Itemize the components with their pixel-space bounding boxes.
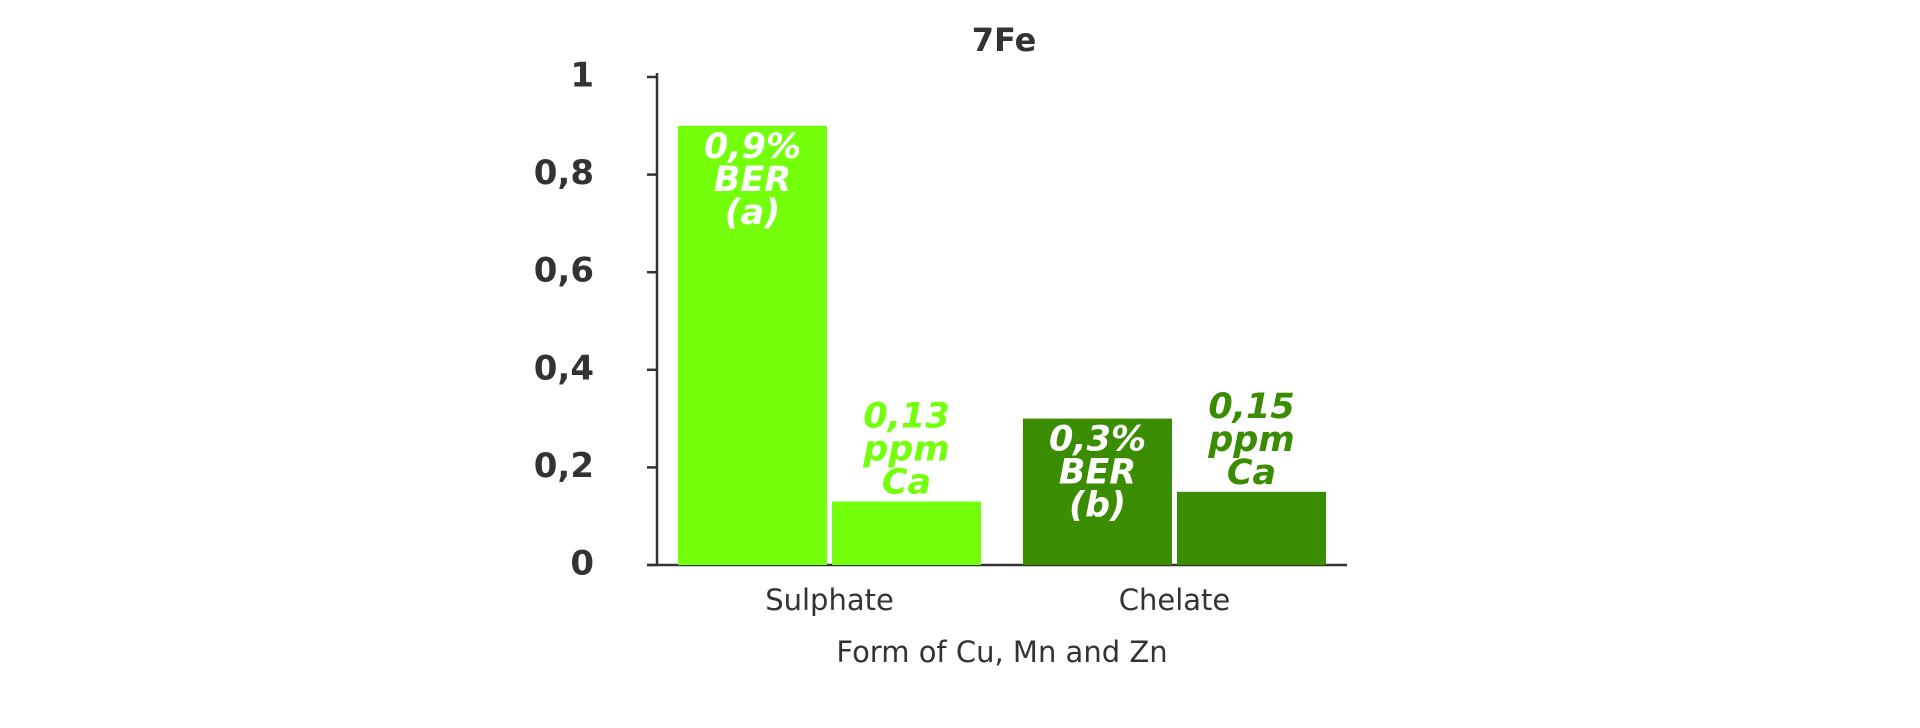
x-tick-label: Chelate (1119, 583, 1231, 617)
value-label: 0,3% BER (b) (1049, 420, 1146, 526)
bar (1023, 418, 1172, 565)
bar (1177, 491, 1326, 565)
chart-title: 7Fe (972, 21, 1037, 59)
y-tick-label: 0,2 (534, 446, 594, 486)
bar (832, 501, 981, 565)
value-label: 0,13 ppm Ca (862, 397, 950, 503)
value-label: 0,15 ppm Ca (1207, 387, 1295, 493)
bar (678, 125, 827, 566)
y-tick-label: 0,4 (534, 348, 594, 388)
y-tick-label: 0,6 (534, 251, 594, 291)
y-tick-label: 0,8 (534, 153, 594, 193)
value-label: 0,9% BER (a) (704, 127, 801, 233)
y-tick-label: 0 (570, 544, 594, 584)
y-tick-label: 1 (570, 56, 594, 96)
x-tick-label: Sulphate (765, 583, 894, 617)
x-axis-title: Form of Cu, Mn and Zn (836, 635, 1167, 669)
